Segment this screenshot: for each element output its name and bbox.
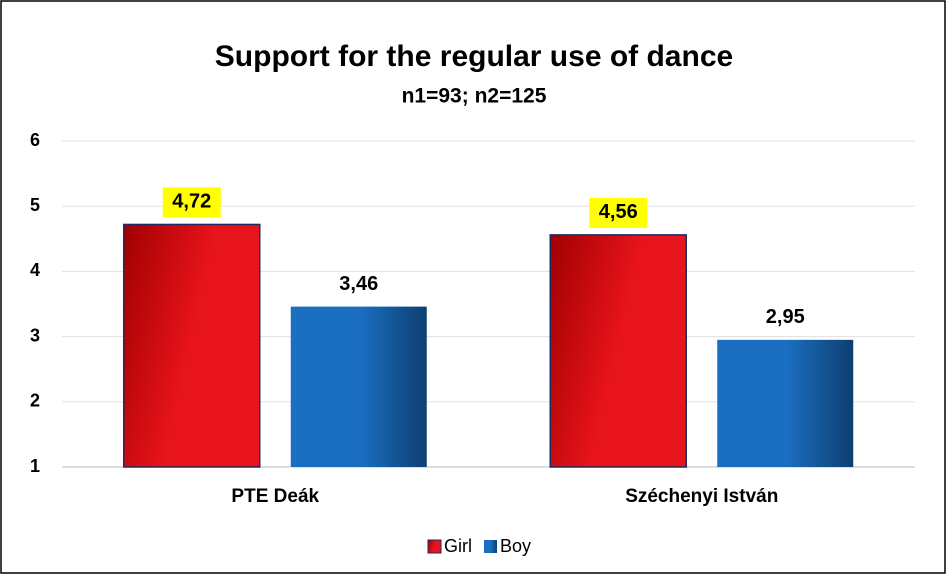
label-highlight [589,197,648,228]
y-tick-label: 3 [30,325,40,345]
legend-swatch [484,540,497,553]
data-label: 4,56 [599,201,638,223]
x-tick-label: Széchenyi István [625,486,778,507]
chart-title: Support for the regular use of dance [215,40,733,73]
label-highlight [162,187,221,218]
data-label: 4,72 [172,191,211,213]
bar [549,234,687,468]
y-tick-label: 4 [30,260,40,280]
y-tick-label: 5 [30,195,40,215]
x-tick-label: PTE Deák [231,486,319,507]
data-label: 2,95 [766,306,805,328]
bar [717,339,854,467]
bar [123,223,261,468]
bar [290,306,427,467]
y-tick-label: 1 [30,456,40,476]
data-label: 3,46 [339,273,378,295]
legend-label: Boy [500,536,531,556]
chart-subtitle: n1=93; n2=125 [402,85,547,108]
legend-swatch [427,539,442,554]
y-tick-label: 6 [30,130,40,150]
legend-label: Girl [444,536,472,556]
y-tick-label: 2 [30,391,40,411]
